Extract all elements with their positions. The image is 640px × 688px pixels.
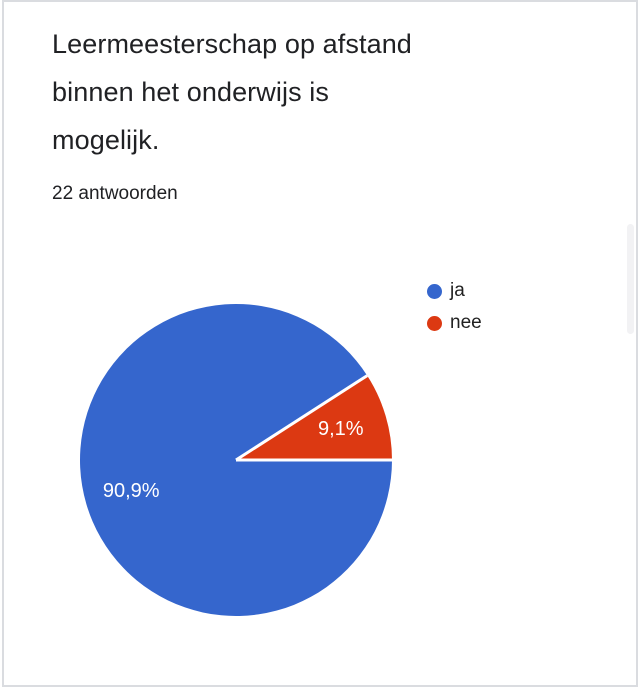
legend-swatch-ja-icon (427, 283, 442, 299)
question-title-line: mogelijk. (52, 125, 160, 155)
answer-count: 22 antwoorden (52, 183, 178, 204)
legend-swatch-nee-icon (427, 315, 442, 331)
legend-item-nee: nee (427, 311, 482, 335)
question-title-line: Leermeesterschap op afstand (52, 29, 412, 59)
legend-label-ja: ja (450, 280, 465, 301)
scrollbar-thumb[interactable] (627, 224, 634, 334)
slice-percent-label-ja: 90,9% (103, 480, 160, 502)
slice-separator (235, 374, 368, 462)
chart-legend: ja nee (427, 279, 482, 335)
question-title-line: binnen het onderwijs is (52, 77, 329, 107)
question-title: Leermeesterschap op afstand binnen het o… (52, 20, 572, 164)
pie-chart: 90,9% 9,1% (80, 304, 393, 616)
pie-slice-nee[interactable] (236, 375, 393, 460)
legend-item-ja: ja (427, 279, 482, 303)
slice-percent-label-nee: 9,1% (318, 418, 364, 440)
legend-label-nee: nee (450, 312, 482, 333)
